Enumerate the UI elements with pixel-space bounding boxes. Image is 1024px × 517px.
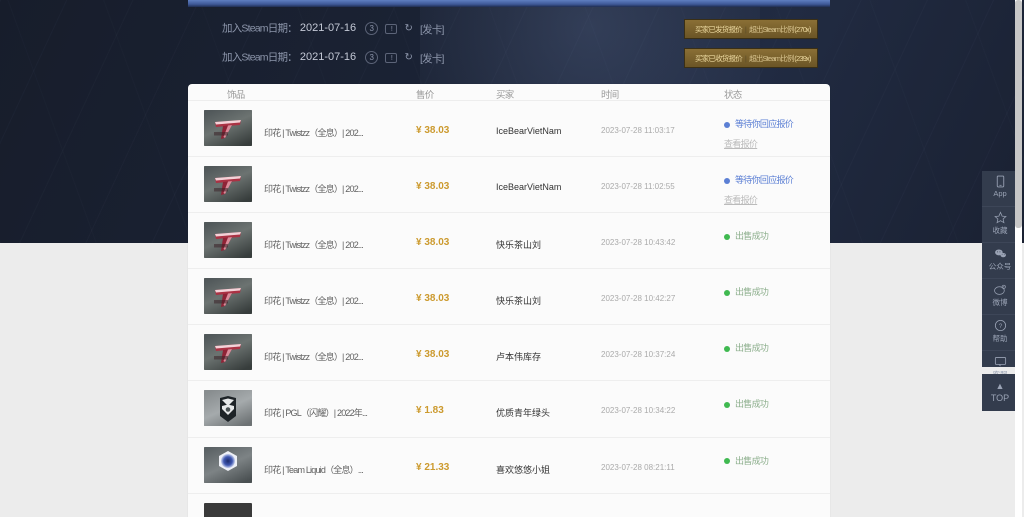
svg-text:?: ?: [998, 324, 1002, 330]
